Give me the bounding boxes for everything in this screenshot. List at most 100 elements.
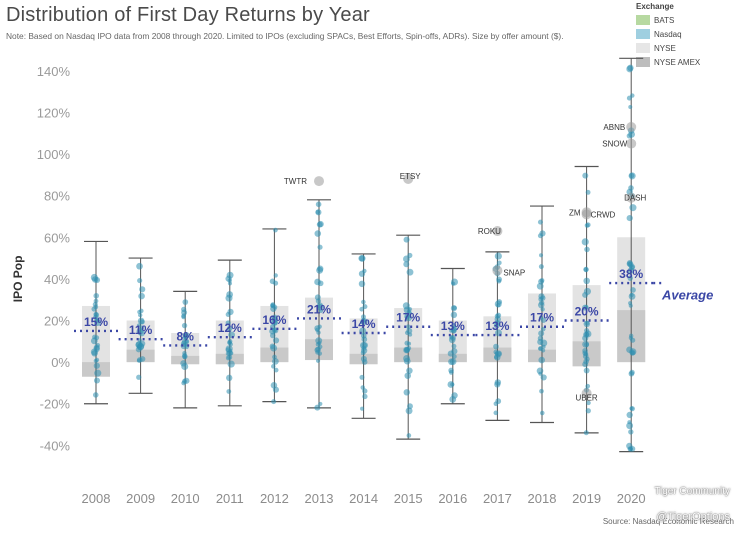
ipo-point <box>584 356 590 362</box>
ipo-point <box>316 266 324 274</box>
ipo-point <box>360 406 365 411</box>
ipo-point <box>181 306 187 313</box>
average-label: 17% <box>396 311 420 325</box>
ipo-point <box>227 308 234 315</box>
annotated-ipo-point <box>626 138 637 149</box>
company-annotation: TWTR <box>284 177 307 186</box>
ipo-point <box>581 238 589 246</box>
ipo-point <box>583 430 589 436</box>
ipo-point <box>626 214 633 222</box>
ipo-point <box>402 302 410 310</box>
x-tick-label: 2014 <box>349 491 378 506</box>
chart-note: Note: Based on Nasdaq IPO data from 2008… <box>6 31 564 41</box>
ipo-point <box>538 356 545 364</box>
ipo-point <box>315 298 322 304</box>
ipo-point <box>360 350 366 356</box>
ipo-point <box>538 293 545 300</box>
legend-item-nyse[interactable]: NYSE <box>636 41 700 55</box>
ipo-point <box>361 336 368 343</box>
y-tick-label: 80% <box>44 189 70 204</box>
ipo-point <box>448 370 454 375</box>
annotated-ipo-point <box>581 209 592 220</box>
ipo-point <box>451 392 458 399</box>
company-annotation: ABNB <box>603 123 625 132</box>
ipo-point <box>537 219 543 225</box>
ipo-point <box>584 327 590 334</box>
ipo-point <box>405 407 413 415</box>
ipo-point <box>361 317 366 323</box>
ipo-point <box>136 343 145 351</box>
ipo-point <box>403 347 410 353</box>
ipo-point <box>94 335 100 341</box>
source-note: Source: Nasdaq Economic Research <box>602 517 734 526</box>
ipo-point <box>93 345 100 353</box>
ipo-point <box>317 341 322 346</box>
company-annotation: SNOW <box>602 140 627 149</box>
ipo-point <box>271 364 276 369</box>
ipo-point <box>181 314 186 320</box>
ipo-point <box>405 324 411 329</box>
average-series-label: Average <box>661 288 713 303</box>
average-label: 13% <box>485 319 509 333</box>
ipo-point <box>406 327 413 334</box>
ipo-point <box>181 378 188 384</box>
company-annotation: ETSY <box>400 172 422 181</box>
ipo-point <box>584 331 590 337</box>
ipo-point <box>225 275 232 282</box>
ipo-point <box>630 350 635 355</box>
ipo-point <box>362 268 367 274</box>
ipo-point <box>182 335 188 340</box>
ipo-point <box>315 327 320 333</box>
legend-item-nyse-amex[interactable]: NYSE AMEX <box>636 55 700 69</box>
average-label: 21% <box>307 302 331 316</box>
ipo-point <box>226 374 233 382</box>
ipo-point <box>450 305 457 312</box>
ipo-point <box>584 320 590 326</box>
ipo-point <box>494 354 501 361</box>
ipo-point <box>182 350 187 356</box>
ipo-point <box>493 349 499 355</box>
annotated-ipo-point <box>314 176 324 187</box>
ipo-point <box>137 317 145 325</box>
x-tick-label: 2016 <box>438 491 467 506</box>
ipo-point <box>315 350 320 355</box>
y-tick-label: 140% <box>37 64 71 79</box>
legend: Exchange BATS Nasdaq NYSE NYSE AMEX <box>636 2 700 69</box>
ipo-point <box>272 386 279 393</box>
ipo-point <box>536 282 544 290</box>
ipo-point <box>539 253 544 258</box>
legend-item-bats[interactable]: BATS <box>636 13 700 27</box>
ipo-point <box>225 355 231 361</box>
ipo-point <box>496 276 502 283</box>
ipo-point <box>317 324 322 329</box>
ipo-point <box>629 369 635 376</box>
legend-swatch <box>636 43 650 53</box>
ipo-point <box>404 313 411 320</box>
ipo-point <box>273 280 279 286</box>
ipo-point <box>271 358 279 365</box>
average-label: 38% <box>619 267 643 281</box>
ipo-point <box>628 293 636 300</box>
legend-item-nasdaq[interactable]: Nasdaq <box>636 27 700 41</box>
ipo-point <box>540 307 545 312</box>
ipo-point <box>361 314 366 320</box>
average-label: 20% <box>575 305 599 319</box>
annotated-ipo-point <box>492 226 503 237</box>
legend-label: BATS <box>654 15 675 25</box>
ipo-point <box>226 325 233 332</box>
x-tick-label: 2009 <box>126 491 155 506</box>
ipo-point <box>541 348 546 353</box>
ipo-point <box>139 356 146 362</box>
annotated-ipo-point <box>581 388 592 399</box>
ipo-point <box>584 342 590 348</box>
y-axis-title: IPO Pop <box>11 256 25 303</box>
ipo-point <box>314 404 321 411</box>
x-tick-label: 2015 <box>394 491 423 506</box>
ipo-point <box>628 429 634 435</box>
y-tick-label: 0% <box>51 355 70 370</box>
ipo-point <box>139 308 144 314</box>
ipo-point <box>583 277 591 285</box>
ipo-point <box>582 304 589 311</box>
ipo-point <box>314 278 321 286</box>
average-label: 15% <box>84 315 108 329</box>
